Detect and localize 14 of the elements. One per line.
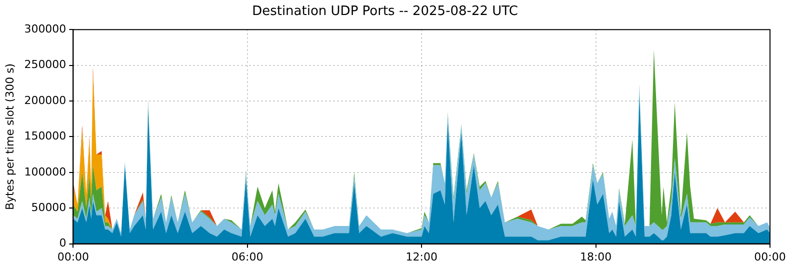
y-axis-title: Bytes per time slot (300 s) <box>3 63 16 210</box>
x-tick-label: 12:00 <box>406 250 438 264</box>
y-tick-label: 300000 <box>24 22 66 36</box>
y-tick-label: 200000 <box>24 94 66 107</box>
x-tick-label: 00:00 <box>754 250 786 264</box>
y-tick-label: 100000 <box>24 165 66 178</box>
y-tick-label: 50000 <box>31 200 66 214</box>
x-tick-label: 06:00 <box>232 250 264 264</box>
x-tick-label: 00:00 <box>57 250 90 264</box>
y-tick-label: 150000 <box>24 130 66 143</box>
y-tick-label: 250000 <box>24 58 66 72</box>
x-tick-label: 18:00 <box>580 250 612 264</box>
chart-title: Destination UDP Ports -- 2025-08-22 UTC <box>252 4 518 20</box>
y-tick-label: 0 <box>59 236 66 250</box>
